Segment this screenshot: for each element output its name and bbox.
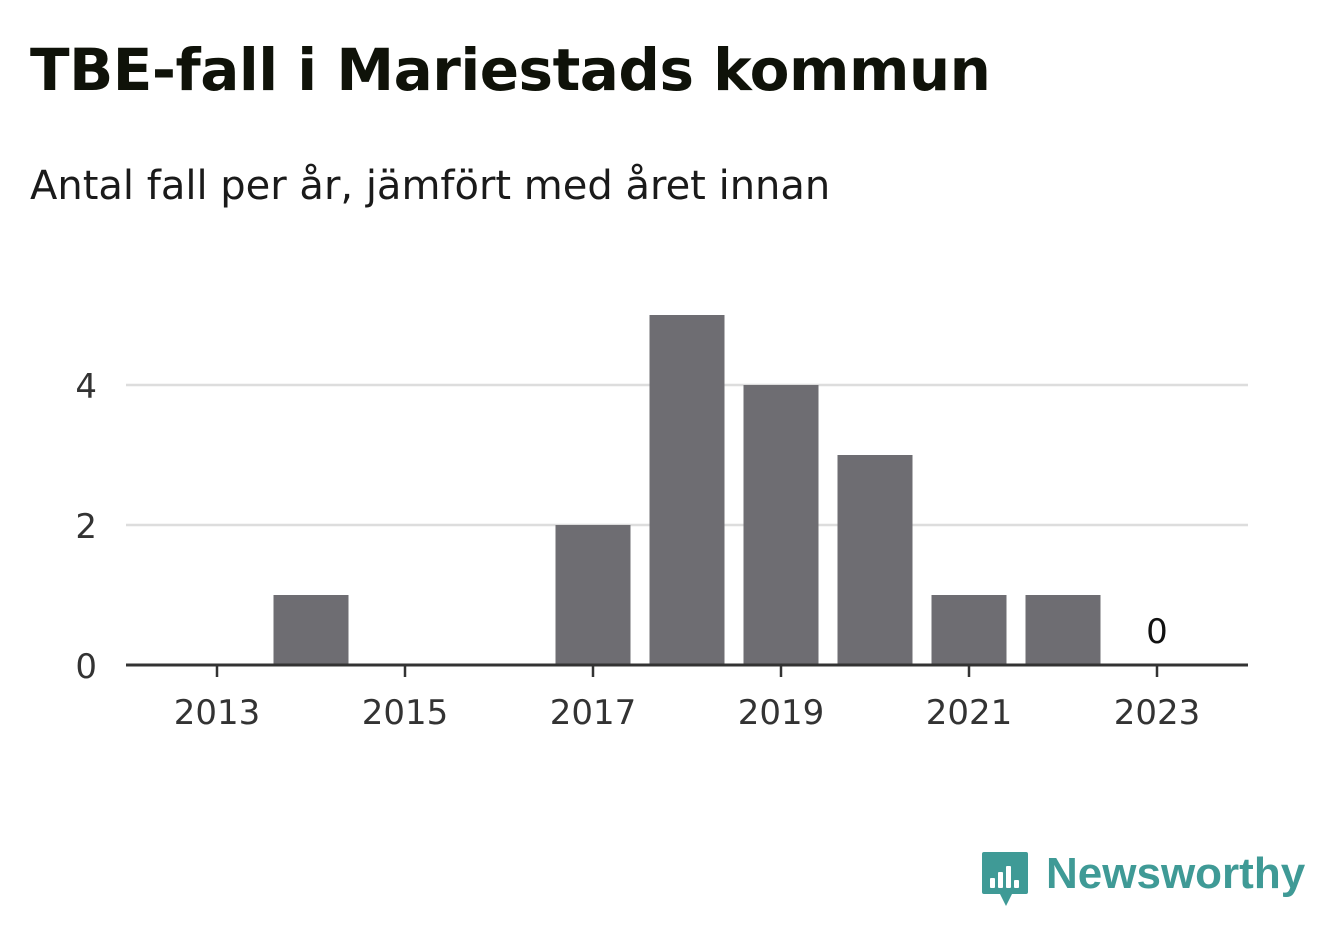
newsworthy-logo: Newsworthy (980, 850, 1305, 910)
bar-2017 (555, 525, 631, 665)
x-tick-label: 2015 (362, 693, 449, 733)
brand-name: Newsworthy (1046, 849, 1306, 898)
y-tick-label: 2 (75, 507, 97, 547)
x-tick-label: 2013 (174, 693, 261, 733)
axes (126, 663, 1248, 677)
data-label-2023: 0 (1146, 612, 1168, 652)
labels: 0 2 4 2013 2015 2017 2019 2021 2023 0 (75, 367, 1200, 733)
bar-2019 (743, 385, 819, 665)
x-tick-label: 2021 (926, 693, 1013, 733)
chart-subtitle: Antal fall per år, jämfört med året inna… (30, 163, 831, 209)
bar-2018 (649, 315, 725, 665)
x-tick-label: 2023 (1114, 693, 1201, 733)
bars (273, 315, 1101, 665)
x-tick-label: 2019 (738, 693, 825, 733)
bar-2014 (273, 595, 349, 665)
y-tick-label: 4 (75, 367, 97, 407)
bar-2020 (837, 455, 913, 665)
bar-2022 (1025, 595, 1101, 665)
bar-chart: 0 2 4 2013 2015 2017 2019 2021 2023 0 (75, 315, 1248, 733)
chart-title: TBE-fall i Mariestads kommun (30, 36, 991, 104)
x-tick-label: 2017 (550, 693, 637, 733)
y-tick-label: 0 (75, 647, 97, 687)
bar-2021 (931, 595, 1007, 665)
newsworthy-logo-icon (982, 852, 1028, 906)
